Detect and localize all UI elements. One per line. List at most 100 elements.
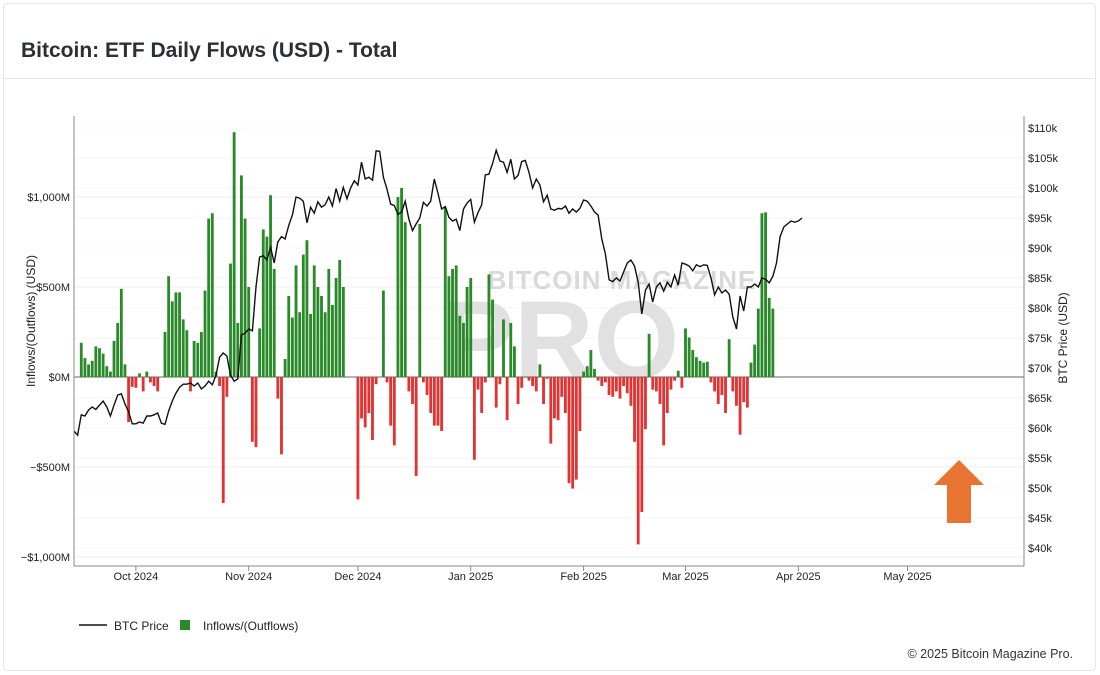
- outflow-bar: [600, 377, 604, 386]
- inflow-bar: [443, 207, 447, 377]
- inflow-bar: [181, 319, 185, 377]
- inflow-bar: [334, 278, 338, 377]
- copyright-footer: © 2025 Bitcoin Magazine Pro.: [907, 647, 1073, 661]
- outflow-bar: [735, 377, 738, 406]
- outflow-bar: [625, 377, 629, 394]
- inflow-bar: [418, 224, 422, 377]
- inflow-bar: [305, 240, 309, 377]
- outflow-bar: [389, 377, 393, 426]
- inflow-bar: [771, 308, 775, 377]
- inflow-bar: [327, 269, 331, 377]
- outflow-bar: [571, 377, 575, 489]
- outflow-bar: [480, 377, 484, 413]
- inflow-bar: [174, 292, 178, 377]
- inflow-bar: [301, 254, 305, 377]
- y2-tick-label: $70k: [1028, 363, 1052, 375]
- outflow-bar: [141, 377, 145, 392]
- inflow-bar: [309, 314, 313, 377]
- outflow-bar: [152, 377, 156, 386]
- outflow-bar: [498, 377, 502, 385]
- outflow-bar: [553, 377, 556, 419]
- outflow-bar: [549, 377, 553, 444]
- x-tick-label: Feb 2025: [560, 571, 606, 583]
- y2-tick-label: $95k: [1028, 213, 1052, 225]
- outflow-bar: [673, 377, 676, 381]
- inflow-bar: [101, 353, 105, 377]
- outflow-bar: [494, 377, 498, 408]
- inflow-bar: [381, 290, 385, 377]
- inflow-bar: [702, 362, 706, 377]
- outflow-bar: [713, 377, 717, 392]
- outflow-bar: [527, 377, 531, 381]
- inflow-bar: [593, 368, 596, 377]
- outflow-bar: [432, 377, 436, 426]
- inflow-bar: [229, 263, 232, 377]
- outflow-bar: [149, 377, 152, 383]
- y-tick-label: $0M: [49, 372, 70, 384]
- inflow-bar: [269, 195, 272, 377]
- left-axis-title: Inflows/(Outflows) (USD): [24, 255, 38, 387]
- y-tick-label: −$1,000M: [21, 552, 70, 564]
- outflow-bar: [563, 377, 567, 413]
- outflow-bar: [622, 377, 626, 386]
- inflow-bar: [341, 287, 345, 377]
- inflow-bar: [138, 373, 141, 377]
- x-axis-ticks: Oct 2024 Nov 2024 Dec 2024 Jan 2025 Feb 2025…: [114, 566, 932, 583]
- inflow-bar: [647, 333, 651, 377]
- inflow-bar: [261, 229, 265, 377]
- outflow-bar: [534, 377, 538, 392]
- inflow-bar: [331, 305, 334, 377]
- inflow-bar: [258, 328, 262, 377]
- inflow-bar: [687, 337, 691, 377]
- outflow-bar: [629, 377, 633, 406]
- outflow-bar: [436, 377, 440, 426]
- inflow-bar: [105, 366, 109, 377]
- inflow-bar: [287, 296, 291, 377]
- inflow-bar: [290, 317, 294, 377]
- inflow-bar: [403, 222, 407, 377]
- x-tick-label: Mar 2025: [662, 571, 708, 583]
- outflow-bar: [658, 377, 662, 404]
- outflow-bar: [422, 377, 425, 383]
- inflow-bar: [727, 339, 731, 377]
- inflow-bar: [509, 323, 513, 377]
- inflow-bar: [400, 188, 404, 377]
- inflow-bar: [98, 348, 101, 377]
- outflow-bar: [414, 377, 418, 476]
- outflow-bar: [429, 377, 433, 413]
- inflow-bar: [469, 278, 473, 377]
- outflow-bar: [472, 377, 476, 460]
- y2-tick-label: $65k: [1028, 393, 1052, 405]
- outflow-bar: [640, 377, 644, 512]
- outflow-bar: [374, 377, 378, 385]
- inflow-bar: [163, 332, 167, 377]
- outflow-bar: [618, 377, 622, 399]
- page-title: Bitcoin: ETF Daily Flows (USD) - Total: [21, 39, 398, 62]
- y2-tick-label: $40k: [1028, 543, 1052, 555]
- outflow-bar: [662, 377, 666, 446]
- y-tick-label: $500M: [36, 282, 70, 294]
- inflow-bar: [323, 312, 327, 377]
- outflow-bar: [614, 377, 618, 392]
- inflow-bar: [338, 260, 342, 377]
- outflow-bar: [254, 377, 258, 448]
- outflow-bar: [520, 377, 524, 388]
- right-axis-title: BTC Price (USD): [1056, 292, 1070, 383]
- inflow-bar: [203, 290, 207, 377]
- inflow-bar: [538, 364, 542, 377]
- outflow-bar: [669, 377, 673, 390]
- inflow-bar: [316, 287, 320, 377]
- inflow-bar: [272, 269, 276, 377]
- outflow-bar: [130, 377, 134, 387]
- outflow-bar: [720, 377, 724, 395]
- inflow-bar: [145, 371, 149, 377]
- inflow-bar: [116, 323, 120, 377]
- watermark-pro: PRO: [441, 279, 679, 402]
- btc-price-line: [73, 147, 803, 437]
- inflow-bar: [79, 342, 83, 377]
- y2-tick-label: $85k: [1028, 273, 1052, 285]
- y2-tick-label: $110k: [1028, 123, 1058, 135]
- inflow-bar: [767, 297, 771, 377]
- outflow-bar: [651, 377, 655, 390]
